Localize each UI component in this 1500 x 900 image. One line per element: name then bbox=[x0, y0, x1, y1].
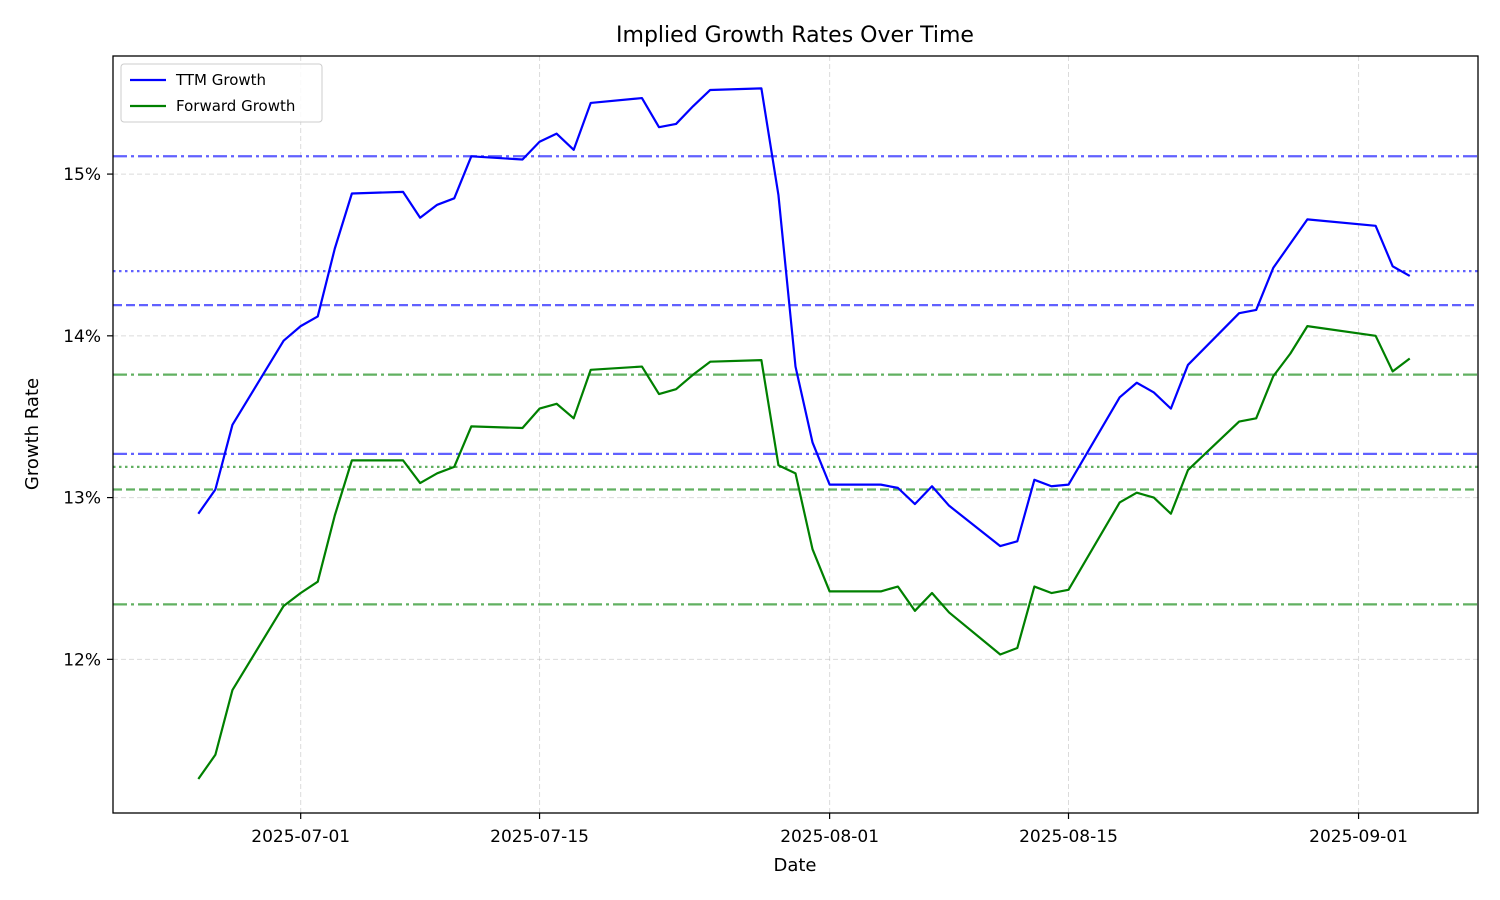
series-line-ttm bbox=[197, 87, 1411, 548]
grid-layer bbox=[113, 56, 1478, 813]
y-tick-label: 13% bbox=[63, 489, 101, 509]
x-tick-label: 2025-07-15 bbox=[490, 827, 589, 847]
chart-title: Implied Growth Rates Over Time bbox=[616, 23, 974, 48]
x-axis-label: Date bbox=[773, 855, 816, 876]
y-tick-label: 12% bbox=[63, 650, 101, 670]
legend-label-forward: Forward Growth bbox=[176, 97, 295, 115]
x-tick-label: 2025-08-01 bbox=[780, 827, 879, 847]
legend-box bbox=[120, 63, 323, 123]
plot-frame bbox=[112, 55, 1479, 814]
y-tick-label: 15% bbox=[63, 165, 101, 185]
tick-layer: 2025-07-01 2025-07-15 2025-08-01 2025-08-15… bbox=[63, 165, 1408, 847]
legend-label-ttm: TTM Growth bbox=[175, 71, 266, 89]
reference-lines bbox=[113, 155, 1478, 606]
series-layer bbox=[197, 87, 1411, 780]
legend: TTM Growth Forward Growth bbox=[120, 63, 323, 123]
x-tick-label: 2025-09-01 bbox=[1309, 827, 1408, 847]
series-line-forward bbox=[197, 325, 1411, 780]
y-axis-label: Growth Rate bbox=[22, 378, 43, 490]
x-tick-label: 2025-08-15 bbox=[1019, 827, 1118, 847]
x-tick-label: 2025-07-01 bbox=[251, 827, 350, 847]
y-tick-label: 14% bbox=[63, 327, 101, 347]
